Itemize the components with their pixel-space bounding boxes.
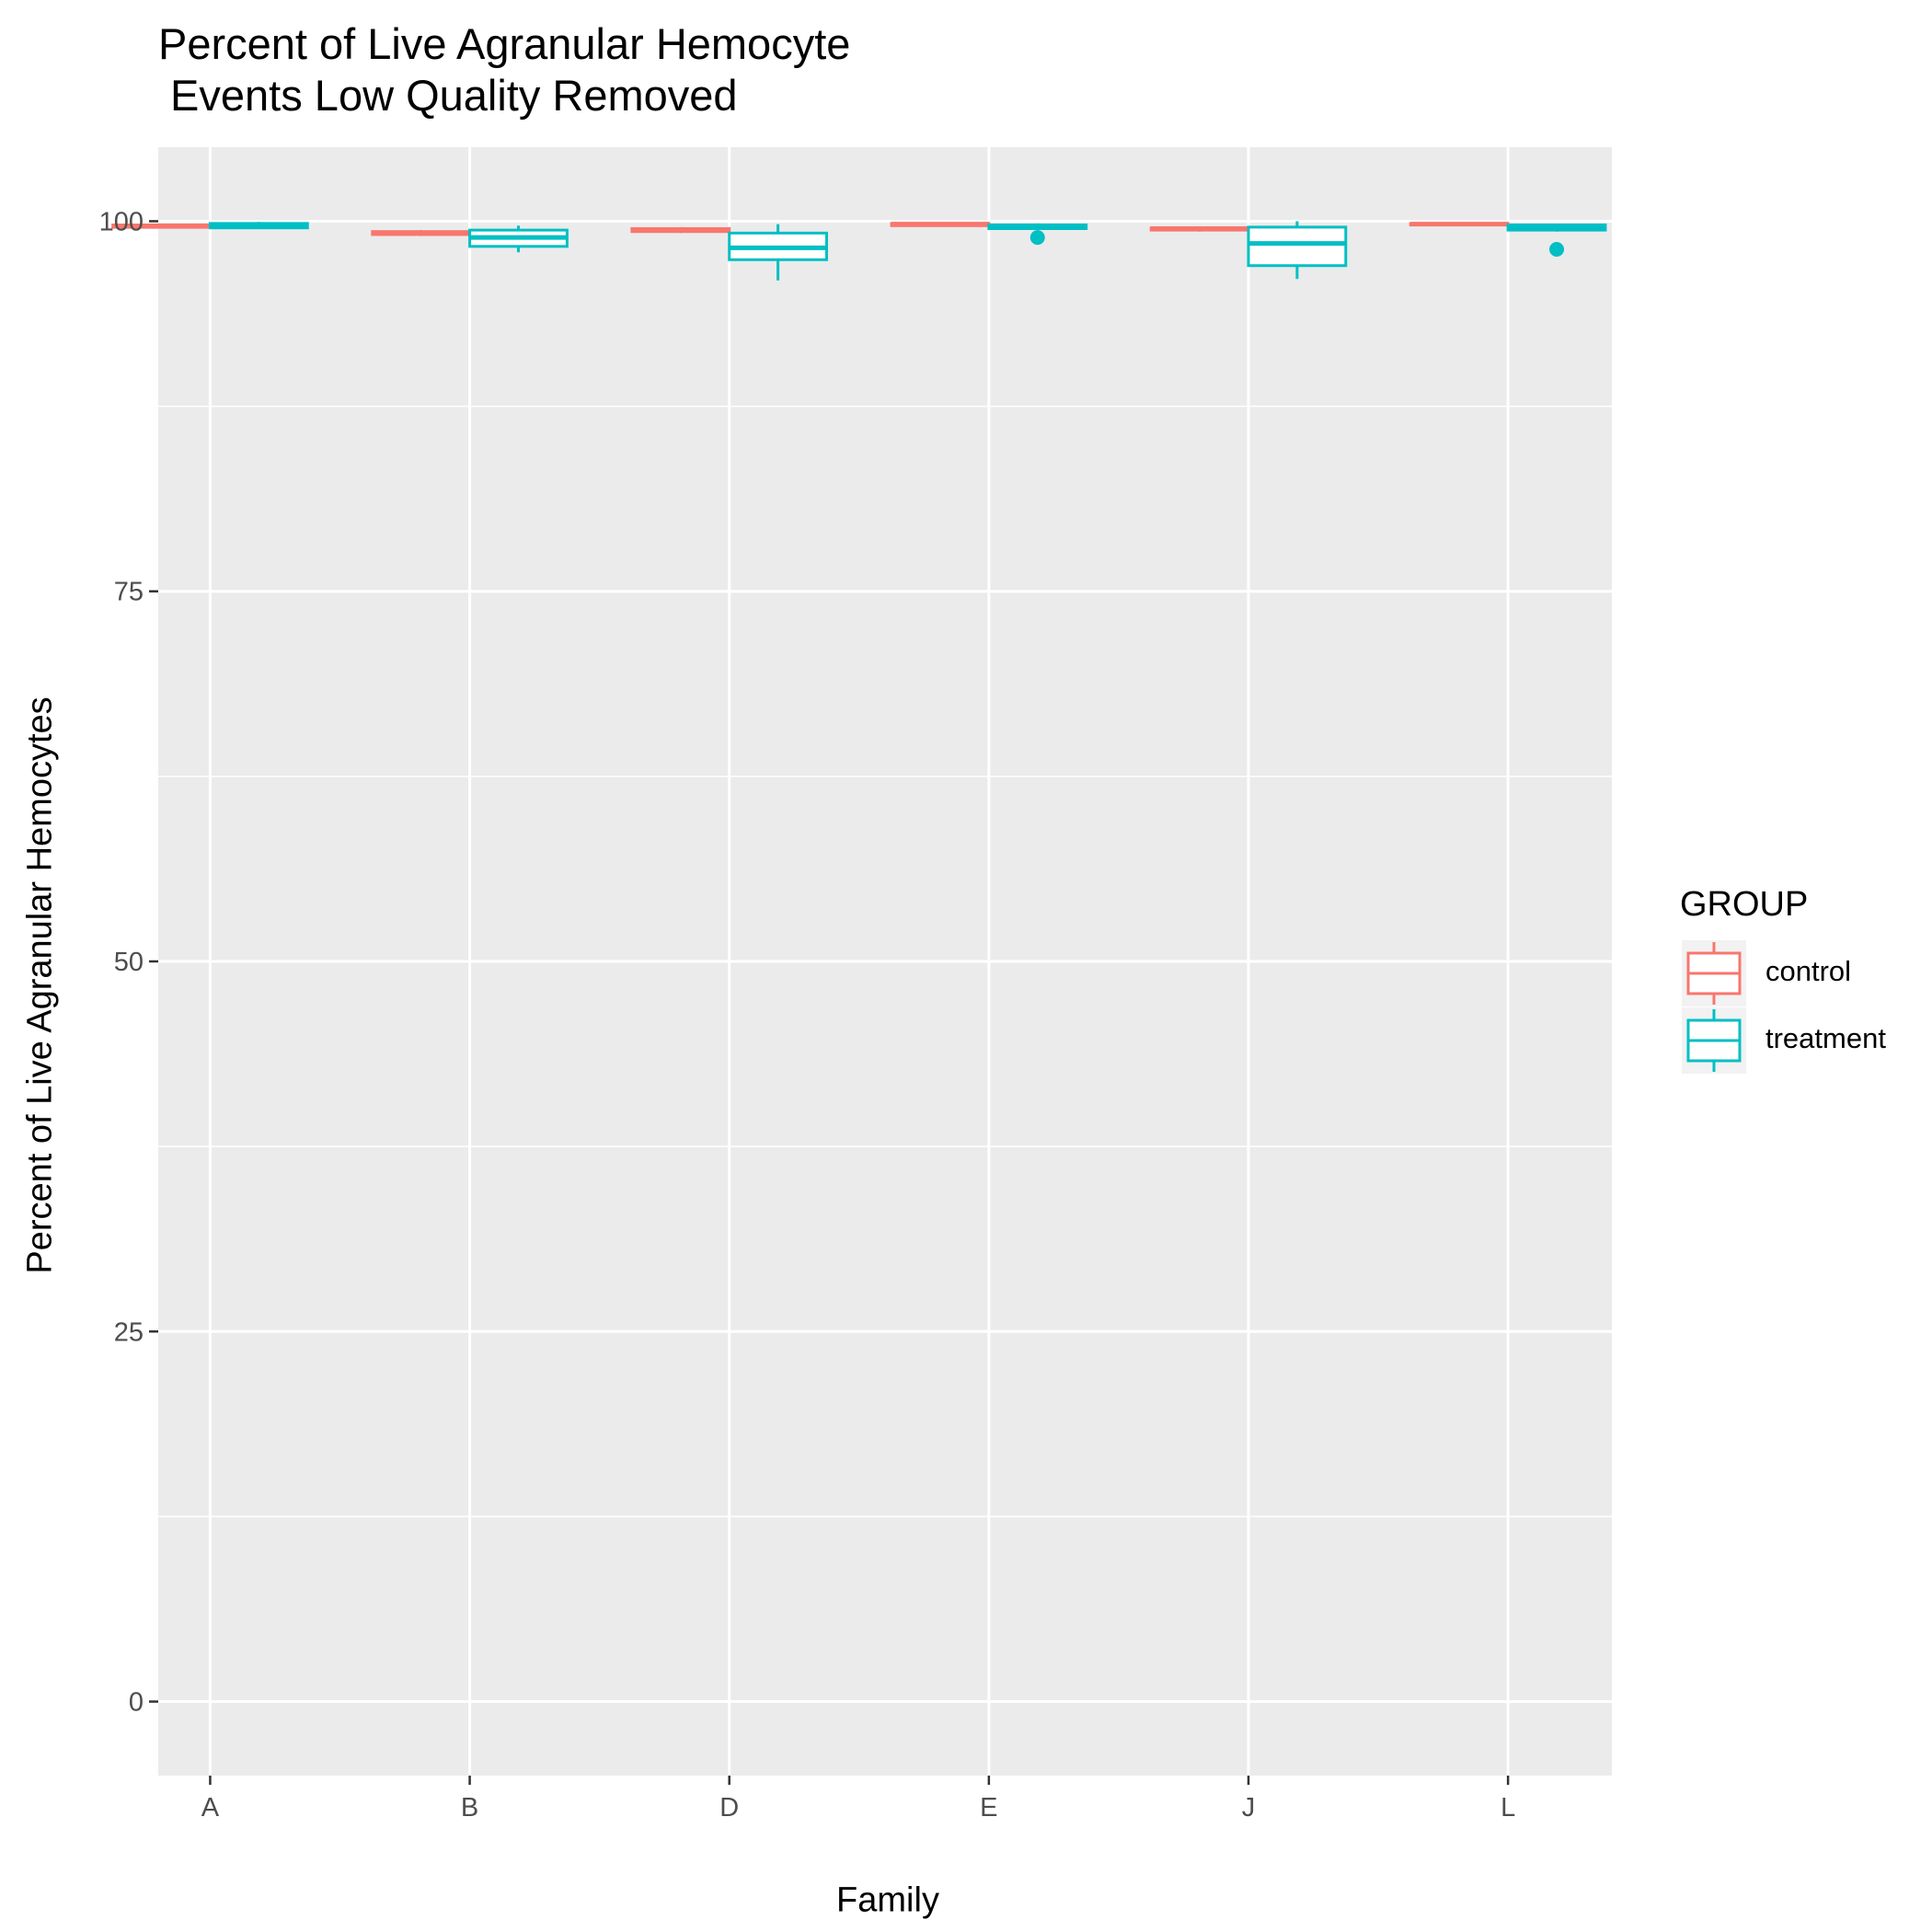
box-treatment-J xyxy=(1247,221,1348,280)
box-treatment-B xyxy=(468,225,569,253)
box-control-D xyxy=(630,226,731,234)
major-gridlines xyxy=(158,147,1612,1776)
outlier-point xyxy=(1549,242,1565,258)
y-axis-title: Percent of Live Agranular Hemocytes xyxy=(20,696,60,1274)
legend-keys xyxy=(1682,940,1746,1074)
box-control-J xyxy=(1149,226,1250,232)
outlier-point xyxy=(1029,230,1045,246)
box-iqr xyxy=(1247,225,1348,268)
x-tick-label: J xyxy=(1242,1793,1256,1823)
x-tick-label: E xyxy=(980,1793,997,1823)
y-tick-label: 75 xyxy=(114,578,144,607)
y-tick-label: 50 xyxy=(114,948,144,977)
box-control-L xyxy=(1409,222,1510,227)
box-series-layer xyxy=(111,221,1607,281)
x-tick-label: B xyxy=(461,1793,478,1823)
box-control-B xyxy=(371,230,472,236)
box-treatment-L xyxy=(1506,223,1607,258)
x-axis-title: Family xyxy=(836,1880,939,1920)
minor-gridlines xyxy=(158,405,1612,1518)
series-treatment xyxy=(208,221,1607,281)
chart-title: Percent of Live Agranular Hemocyte Event… xyxy=(158,19,851,120)
legend-label-control: control xyxy=(1765,955,1852,987)
box-treatment-E xyxy=(987,223,1088,246)
x-tick-label: L xyxy=(1501,1793,1515,1823)
y-tick-label: 0 xyxy=(129,1688,144,1718)
legend-label-treatment: treatment xyxy=(1765,1022,1886,1054)
box-treatment-A xyxy=(208,222,309,230)
legend-key-control xyxy=(1682,940,1746,1006)
legend-title: GROUP xyxy=(1680,885,1809,924)
x-tick-label: A xyxy=(201,1793,220,1823)
legend-key-treatment xyxy=(1682,1007,1746,1074)
y-axis: 0 25 50 75 100 xyxy=(99,207,158,1718)
box-control-E xyxy=(890,222,991,227)
x-tick-label: D xyxy=(719,1793,739,1823)
box-treatment-D xyxy=(728,224,829,281)
series-control xyxy=(111,222,1510,236)
y-tick-label: 100 xyxy=(99,207,144,236)
y-tick-label: 25 xyxy=(114,1317,144,1347)
